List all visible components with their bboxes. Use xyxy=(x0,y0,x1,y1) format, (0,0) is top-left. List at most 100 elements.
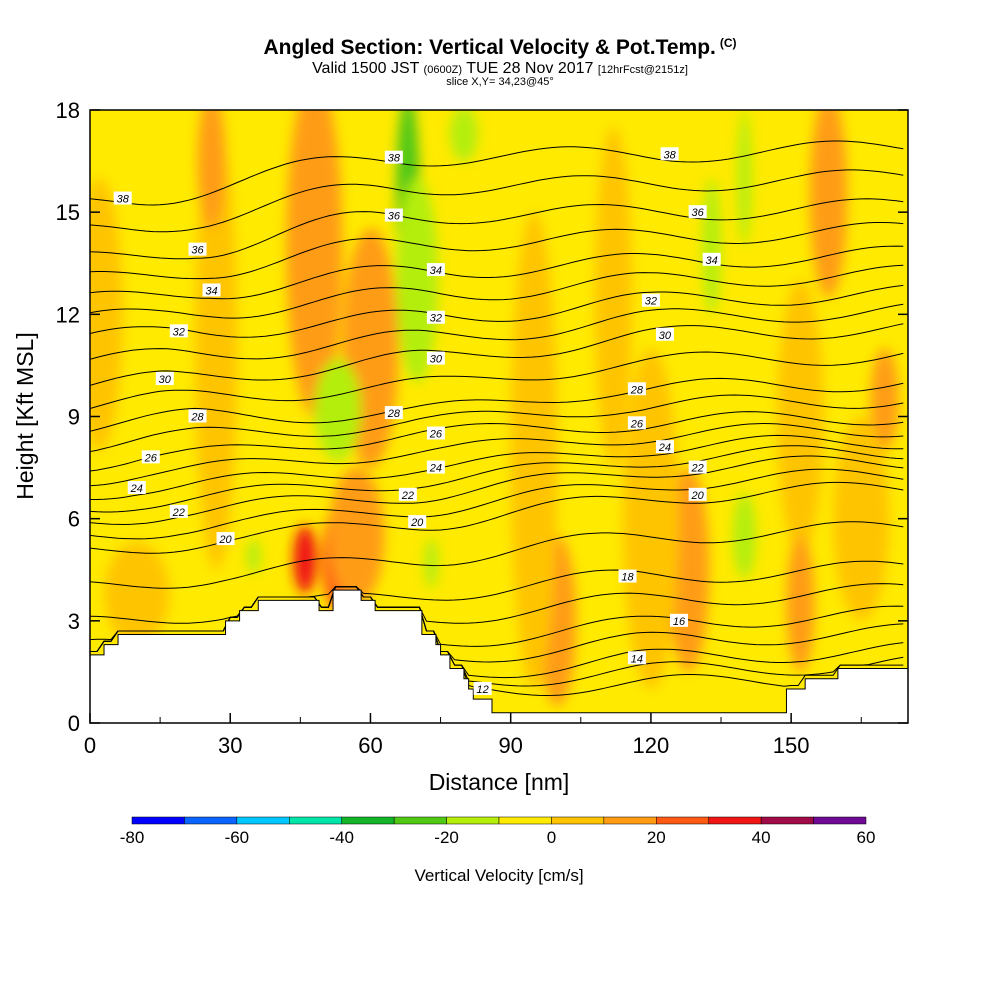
x-tick-label: 150 xyxy=(773,733,810,758)
contour-label-bg xyxy=(660,147,679,161)
y-tick-label: 15 xyxy=(56,200,80,225)
contour-label-text: 34 xyxy=(430,265,442,277)
contour-label-bg xyxy=(655,327,674,341)
colorbar-swatch xyxy=(708,816,762,825)
velocity-cell xyxy=(424,537,439,589)
contour-label: 24 xyxy=(426,460,445,475)
y-tick-label: 3 xyxy=(68,609,80,634)
contour-label-bg xyxy=(669,613,688,627)
contour-label-text: 28 xyxy=(387,408,401,420)
isentrope-line xyxy=(90,222,904,280)
velocity-cell xyxy=(90,178,123,451)
y-axis-title: Height [Kft MSL] xyxy=(12,332,38,499)
contour-label-text: 38 xyxy=(663,149,676,161)
contour-label-text: 14 xyxy=(631,653,643,665)
contour-label-bg xyxy=(641,293,660,307)
zulu-time: (0600Z) xyxy=(423,64,463,76)
chart-title: Angled Section: Vertical Velocity & Pot.… xyxy=(0,36,1000,60)
plot-area: 12 14 16 18 20 20 20 22 22 22 24 24 24 26 26 26 28 28 28 30… xyxy=(90,110,908,723)
y-tick-label: 6 xyxy=(68,507,80,532)
contour-label-bg xyxy=(688,487,707,501)
contour-label-bg xyxy=(618,569,637,583)
contour-label-text: 26 xyxy=(429,429,443,441)
contour-label-bg xyxy=(655,440,674,454)
contour-label-bg xyxy=(113,191,132,205)
contour-label-text: 20 xyxy=(410,517,424,529)
colorbar-swatch xyxy=(236,816,290,825)
contour-label-bg xyxy=(627,416,646,430)
terrain-mask xyxy=(90,589,908,723)
velocity-cell xyxy=(314,358,362,461)
x-tick-label: 90 xyxy=(498,733,522,758)
contour-label: 28 xyxy=(188,409,207,424)
x-tick-label: 120 xyxy=(633,733,670,758)
contour-label-bg xyxy=(473,681,492,695)
contour-label-bg xyxy=(202,283,221,297)
y-tick-label: 0 xyxy=(68,711,80,736)
colorbar-swatch xyxy=(813,816,867,825)
velocity-cell xyxy=(246,539,261,574)
contour-label-bg xyxy=(127,481,146,495)
x-tick-label: 0 xyxy=(84,733,96,758)
contour-label-bg xyxy=(426,310,445,324)
contour-label-text: 32 xyxy=(173,326,185,338)
colorbar-label: -60 xyxy=(225,828,250,847)
isentrope-line xyxy=(90,140,904,206)
contour-label-text: 34 xyxy=(205,285,217,297)
contour-label-bg xyxy=(169,504,188,518)
velocity-cell xyxy=(510,212,558,689)
colorbar-label: 20 xyxy=(647,828,666,847)
colorbar-label: 0 xyxy=(547,828,556,847)
contour-label: 24 xyxy=(127,481,146,495)
contour-label-text: 26 xyxy=(144,452,158,464)
contour-label-text: 36 xyxy=(692,207,705,219)
isentrope-line xyxy=(90,521,904,589)
contour-label-text: 20 xyxy=(218,534,232,546)
colorbar-swatch xyxy=(393,816,447,825)
contour-label: 26 xyxy=(141,450,160,464)
colorbar: -80 -60 -40 -20 0 20 40 60 xyxy=(120,816,876,847)
velocity-cell xyxy=(286,110,343,417)
valid-time: Valid 1500 JST xyxy=(312,60,420,77)
colorbar-label: -40 xyxy=(329,828,354,847)
contour-label-bg xyxy=(408,515,427,529)
contour-label-text: 26 xyxy=(630,418,644,430)
contour-label: 30 xyxy=(155,372,174,386)
contour-label-bg xyxy=(384,208,403,222)
contour-label: 34 xyxy=(202,283,221,297)
contour-label-text: 22 xyxy=(172,507,185,519)
contour-label-bg xyxy=(216,532,235,546)
velocity-cell xyxy=(809,110,848,298)
x-tick-label: 60 xyxy=(358,733,382,758)
contour-label: 32 xyxy=(426,310,445,325)
velocity-cell xyxy=(622,348,679,689)
contour-label-text: 34 xyxy=(706,255,718,267)
contour-label: 20 xyxy=(216,532,235,546)
isentrope-line xyxy=(90,455,904,526)
isentrope-line xyxy=(90,169,904,233)
slice-info: slice X,Y= 34,23@45° xyxy=(446,76,554,88)
colorbar-swatch xyxy=(289,816,342,825)
colorbar-label: 60 xyxy=(857,828,876,847)
isentrope-line xyxy=(90,411,904,472)
contour-label-bg xyxy=(702,252,721,266)
contour-label-text: 12 xyxy=(477,684,489,696)
contour-label-bg xyxy=(426,460,445,474)
velocity-cell xyxy=(195,127,238,570)
isentrope-line xyxy=(90,245,904,300)
contour-label-bg xyxy=(426,426,445,440)
isentrope-line xyxy=(90,394,904,453)
contour-label: 36 xyxy=(688,205,707,219)
contour-label: 18 xyxy=(618,569,637,584)
contour-label-bg xyxy=(688,205,707,219)
contour-label: 20 xyxy=(688,487,707,502)
isentrope-line xyxy=(90,377,904,432)
contour-label-text: 18 xyxy=(621,572,634,584)
velocity-cell xyxy=(833,416,890,621)
velocity-cell xyxy=(104,542,170,645)
contour-label: 20 xyxy=(408,515,427,529)
y-tick-label: 9 xyxy=(68,405,80,430)
contour-label: 34 xyxy=(426,263,445,277)
contour-label: 16 xyxy=(669,613,688,628)
